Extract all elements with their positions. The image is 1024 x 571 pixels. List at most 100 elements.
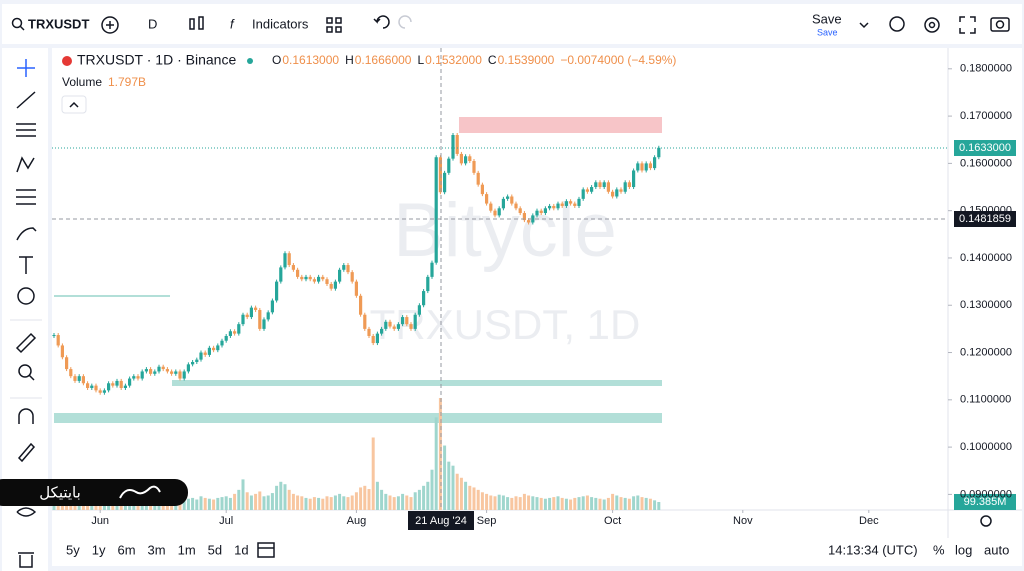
candle-body [396, 324, 400, 329]
range-button[interactable]: 3m [148, 542, 166, 557]
range-button[interactable]: 5d [208, 542, 222, 557]
save-button[interactable]: Save [812, 11, 842, 26]
candle-body [430, 262, 434, 277]
volume-bar [413, 492, 417, 510]
candle-body [203, 352, 207, 355]
candle-body [157, 366, 161, 372]
axis-settings[interactable] [980, 515, 992, 527]
candle-body [245, 314, 249, 318]
redo-icon[interactable] [398, 15, 412, 29]
candle-body [136, 376, 140, 379]
candle-body [161, 366, 165, 370]
last-volume: 99.385M [964, 496, 1007, 508]
candle-body [86, 383, 90, 388]
candle-body [300, 276, 304, 280]
undo-icon[interactable] [373, 15, 390, 29]
volume-bar [501, 495, 505, 510]
candle-body [438, 157, 442, 193]
candle-body [506, 196, 510, 199]
last-price: 0.1633000 [959, 142, 1011, 154]
settings-icon[interactable] [924, 17, 940, 33]
volume-bar [590, 497, 594, 510]
range-button[interactable]: 1y [92, 542, 106, 557]
volume-bar [564, 498, 568, 510]
candle-body [409, 324, 413, 329]
volume-bar [619, 497, 623, 510]
volume-bar [602, 499, 606, 510]
volume-bar [325, 496, 329, 510]
volume-bar [573, 497, 577, 510]
candle-body [266, 312, 270, 320]
candle-body [632, 170, 636, 188]
candle-body [459, 153, 463, 164]
snapshot-icon[interactable] [990, 17, 1010, 32]
volume-bar [451, 465, 455, 510]
candle-body [191, 361, 195, 365]
volume-bar [636, 495, 640, 510]
settings-icon[interactable] [928, 21, 936, 29]
ohlc-value: 0.1539000 [498, 53, 555, 67]
volume-bar [497, 494, 501, 510]
candle-body [606, 182, 610, 192]
candle-body [577, 198, 581, 206]
candle-body [493, 210, 497, 216]
candle-body [443, 172, 447, 193]
range-button[interactable]: 5y [66, 542, 80, 557]
candle-body [304, 276, 308, 280]
templates-icon[interactable] [326, 17, 342, 33]
symbol-search[interactable]: TRXUSDT [11, 16, 90, 31]
candle-body [615, 189, 619, 197]
indicators-button[interactable]: Indicators [252, 16, 309, 31]
volume-bar [623, 497, 627, 510]
compare-icon[interactable] [101, 16, 119, 34]
volume-bar [493, 496, 497, 510]
chart-type-icon[interactable] [189, 16, 204, 30]
price-tick-label: 0.0900000 [960, 488, 1012, 500]
candle-body [279, 267, 283, 282]
volume-bar [476, 489, 480, 510]
alert-icon[interactable] [889, 16, 905, 32]
save-dropdown[interactable] [859, 22, 869, 29]
candle-body [640, 163, 644, 171]
volume-bar [254, 493, 258, 510]
candle-body [65, 357, 69, 370]
volume-bar [485, 493, 489, 510]
candle-body [426, 276, 430, 292]
auto-toggle[interactable]: auto [984, 542, 1009, 557]
percent-toggle[interactable]: % [933, 542, 945, 557]
market-status [247, 58, 253, 64]
volume-bar [615, 495, 619, 510]
collapse-icon[interactable] [69, 101, 79, 108]
volume-bar [627, 498, 631, 510]
time-tick-label: Aug [347, 515, 367, 527]
volume-bar [300, 496, 304, 510]
volume-bar [569, 499, 573, 510]
volume-bar [380, 489, 384, 510]
volume-bar [203, 497, 207, 510]
symbol[interactable]: TRXUSDT [28, 16, 89, 31]
volume-bar [346, 497, 350, 510]
range-button[interactable]: 1d [234, 542, 248, 557]
log-toggle[interactable]: log [955, 542, 972, 557]
volume-bar [438, 398, 442, 510]
date-range-icon[interactable] [257, 542, 275, 558]
range-button[interactable]: 1m [178, 542, 196, 557]
fullscreen-icon[interactable] [959, 16, 976, 34]
indicators-icon[interactable]: f [230, 16, 235, 31]
candle-body [590, 187, 594, 192]
support-zone [54, 413, 662, 423]
volume-bar [388, 495, 392, 510]
candle-body [350, 272, 354, 282]
price-tick-label: 0.1700000 [960, 110, 1012, 122]
candle-body [422, 291, 426, 306]
range-button[interactable]: 6m [117, 542, 135, 557]
collapse-button[interactable] [61, 95, 87, 114]
interval[interactable]: D [148, 16, 157, 31]
drawing-tools[interactable] [15, 59, 37, 568]
time-tick-label: Dec [859, 515, 879, 527]
volume-bar [422, 485, 426, 510]
ohlc-value: 0.1532000 [425, 53, 482, 67]
candle-body [367, 328, 371, 336]
volume-bar [199, 496, 203, 510]
volume-bar [241, 479, 245, 510]
